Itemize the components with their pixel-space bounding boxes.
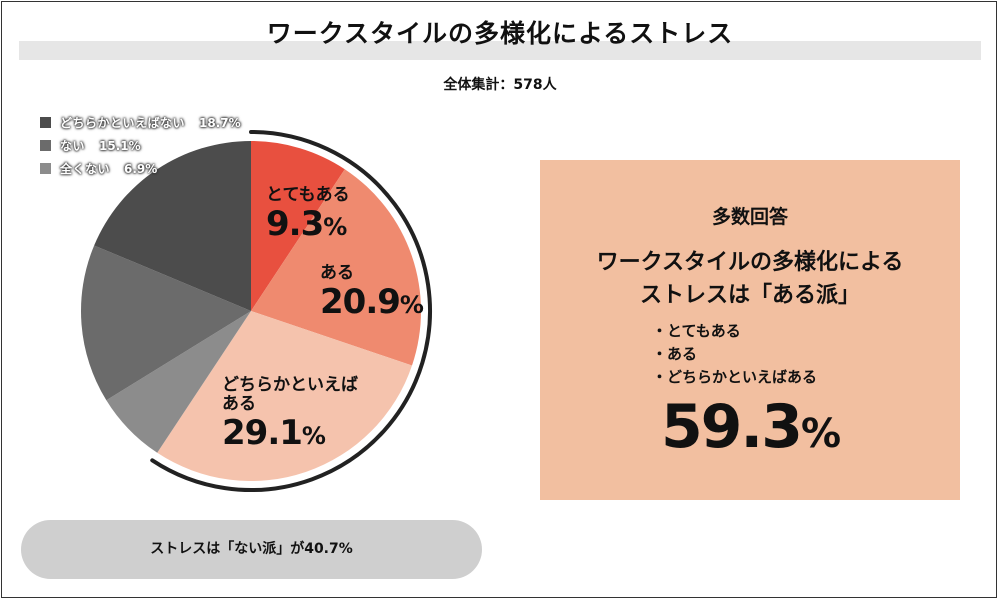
pie-slice-none-at-all <box>106 311 252 453</box>
legend-item: ない 15.1% <box>40 134 241 157</box>
stress-group-bracket <box>150 130 432 492</box>
chart-subtitle: 全体集計：578人 <box>443 77 557 93</box>
slice-percent: 29.1% <box>222 414 358 455</box>
slice-value: 29.1 <box>222 413 303 453</box>
legend-label: どちらかといえばない <box>60 116 186 130</box>
title-band <box>19 41 981 60</box>
legend-item: 全くない 6.9% <box>40 157 241 180</box>
callout-title-line2: ストレスは「ある派」 <box>639 283 860 308</box>
footer-pill: ストレスは「ない派」が40.7% <box>21 520 482 579</box>
bullet-item: ・どちらかといえばある <box>652 368 818 386</box>
legend-swatch <box>40 140 51 151</box>
bullet-item: ・とてもある <box>652 322 741 340</box>
legend: どちらかといえばない 18.7% ない 15.1% 全くない 6.9% <box>40 111 241 180</box>
legend-value: 15.1% <box>99 138 141 153</box>
legend-swatch <box>40 117 51 128</box>
pie-slice-none <box>81 245 251 401</box>
slice-percent: 9.3% <box>266 205 350 246</box>
percent-sign: % <box>399 291 424 319</box>
legend-value: 6.9% <box>124 161 158 176</box>
legend-item: どちらかといえばない 18.7% <box>40 111 241 134</box>
slice-value: 20.9 <box>320 282 401 322</box>
slice-name: どちらかといえば <box>222 375 358 395</box>
legend-label: 全くない <box>60 162 111 176</box>
slice-name: ある <box>320 263 354 283</box>
pie-slice-some <box>251 169 421 366</box>
chart-title: ワークスタイルの多様化によるストレス <box>266 19 734 48</box>
pie-slice-rather <box>157 311 413 482</box>
callout-bullets: ・とてもある ・ある ・どちらかといえばある <box>652 320 817 389</box>
legend-label: ない <box>60 139 86 153</box>
slice-percent: 20.9% <box>320 282 424 324</box>
slice-name: とてもある <box>266 185 350 205</box>
slice-name: ある <box>222 394 256 414</box>
legend-swatch <box>40 163 51 174</box>
callout-heading: 多数回答 <box>711 206 788 228</box>
footer-text: ストレスは「ない派」が40.7% <box>150 541 353 557</box>
legend-value: 18.7% <box>199 115 241 130</box>
callout-unit: % <box>800 411 841 457</box>
percent-sign: % <box>301 422 326 450</box>
pie-slice-rather-not <box>94 141 252 311</box>
slice-label-very: とてもある 9.3% <box>266 186 350 246</box>
percent-sign: % <box>323 213 347 241</box>
bullet-item: ・ある <box>652 345 698 363</box>
callout-total-percent: 59.3% <box>540 392 960 462</box>
slice-label-some: ある 20.9% <box>320 263 424 324</box>
summary-callout: 多数回答 ワークスタイルの多様化による ストレスは「ある派」 ・とてもある ・あ… <box>540 160 960 500</box>
slice-value: 9.3 <box>266 204 324 244</box>
slice-label-rather: どちらかといえば ある 29.1% <box>222 376 358 455</box>
callout-value: 59.3 <box>660 392 803 462</box>
callout-title-line1: ワークスタイルの多様化による <box>596 250 904 275</box>
pie-slice-very <box>251 141 345 311</box>
